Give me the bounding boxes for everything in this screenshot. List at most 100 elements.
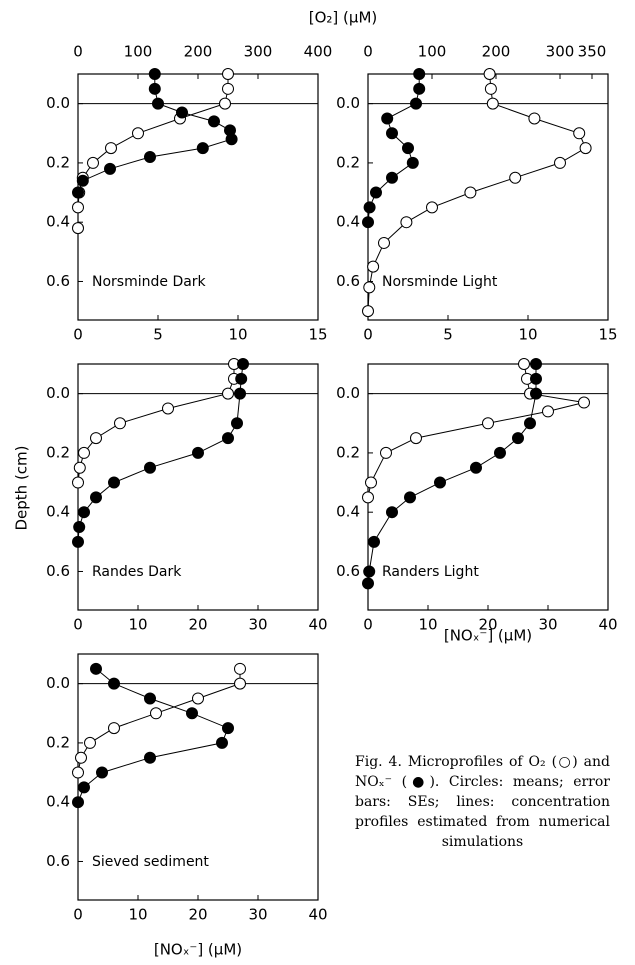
filled-point [363,565,376,578]
filled-point [524,417,536,430]
filled-point [90,491,102,504]
y-tick-label: 0.2 [336,443,360,461]
filled-point [152,97,164,110]
open-point [573,127,586,140]
bottom-axis-label: [NOₓ⁻] (μM) [444,627,532,645]
filled-point [72,796,84,809]
open-point [72,222,84,235]
filled-point [530,358,542,370]
x-tick-label: 40 [308,616,327,634]
profile-line [77,363,244,542]
y-tick-label: 0.6 [46,852,70,870]
x2-tick-label: 350 [578,43,607,61]
y-tick-label: 0.4 [336,503,360,521]
filled-point [104,162,116,175]
x-tick-label: 15 [598,326,617,344]
x2-tick-label: 400 [304,43,333,61]
x-tick-label: 30 [248,616,267,634]
filled-point [381,112,394,125]
open-point [192,692,204,705]
x-tick-label: 20 [478,616,497,634]
x-tick-label: 10 [228,326,247,344]
filled-point [410,97,422,110]
panel-label: Randes Dark [92,564,182,580]
filled-point [216,736,228,749]
open-point [132,127,144,140]
y-tick-label: 0.6 [336,562,360,580]
open-point [482,417,494,430]
x-tick-label: 10 [418,616,437,634]
open-point [105,142,117,155]
x2-tick-label: 0 [73,43,83,61]
x-tick-label: 20 [188,906,207,924]
x-tick-label: 5 [443,326,453,344]
open-point [363,281,376,294]
filled-point [386,506,398,519]
y-tick-label: 0.0 [336,384,360,402]
open-point [528,112,541,125]
filled-point [512,432,524,445]
y-tick-label: 0.6 [336,272,360,290]
y-tick-label: 0.2 [46,733,70,751]
x-tick-label: 10 [518,326,537,344]
y-tick-label: 0.2 [46,443,70,461]
filled-point [370,186,382,199]
filled-point [108,677,120,690]
filled-point [404,491,416,504]
filled-point [72,186,84,199]
open-point [380,446,392,459]
open-point [162,402,174,415]
x-tick-label: 0 [363,616,373,634]
filled-point [72,535,84,548]
y-tick-label: 0.6 [46,272,70,290]
profile-line [77,668,229,803]
y-tick-label: 0.0 [46,674,70,692]
filled-point [368,535,380,548]
x-tick-label: 10 [128,906,147,924]
profile-line [367,363,585,498]
filled-point [470,461,482,474]
filled-point [222,432,234,445]
x-tick-label: 40 [308,906,327,924]
y-tick-label: 0.0 [46,94,70,112]
open-point [234,662,246,675]
filled-point [362,216,374,229]
filled-point [186,707,198,720]
filled-point [402,142,414,155]
filled-point [148,82,161,95]
open-point [362,305,374,318]
y-tick-label: 0.0 [336,94,360,112]
y-tick-label: 0.4 [46,213,70,231]
filled-point [530,372,542,385]
x-tick-label: 20 [188,616,207,634]
filled-point [222,722,234,735]
profile-line [77,364,235,483]
open-point [72,766,84,779]
filled-point [144,150,156,163]
open-point [87,156,99,169]
open-point [378,236,390,249]
open-point [426,201,438,214]
open-point [72,476,84,489]
open-point [367,260,380,273]
open-point [150,707,162,720]
open-point [84,736,96,749]
open-point [483,68,496,80]
open-point [362,491,374,504]
filled-point [363,201,376,214]
open-point [90,432,102,445]
filled-point [434,476,446,489]
open-point [464,186,477,199]
x2-tick-label: 200 [482,43,511,61]
x2-tick-label: 100 [418,43,447,61]
filled-point [76,174,89,187]
filled-point [362,577,374,590]
x2-tick-label: 100 [124,43,153,61]
caption: Fig. 4. Microprofiles of O₂ (○) and NOₓ⁻… [355,754,610,850]
x-tick-label: 5 [153,326,163,344]
filled-point [386,127,398,140]
open-point [554,156,566,169]
x-tick-label: 0 [363,326,373,344]
x-tick-label: 0 [73,906,83,924]
